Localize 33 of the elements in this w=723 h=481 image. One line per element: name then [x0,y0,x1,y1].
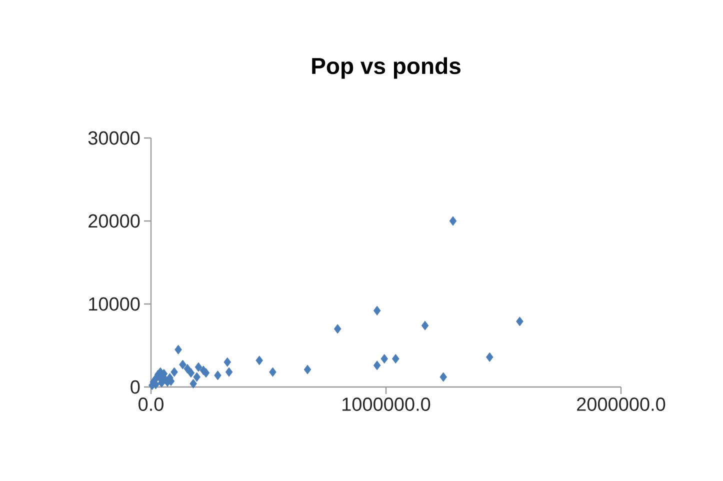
point [194,362,202,372]
point [193,372,200,382]
point [373,306,381,316]
point [392,354,400,364]
x-tick-label: 0.0 [138,398,164,411]
x-tick-label: 1000000.0 [342,398,430,411]
point [179,360,186,370]
point [190,378,197,388]
y-tick-label: 20000 [88,214,140,228]
point [269,367,276,377]
point [373,360,381,370]
point [334,324,342,334]
x-tick-label: 2000000.0 [577,398,666,411]
chart-title: Pop vs ponds [312,57,460,79]
point [187,368,195,378]
point [440,372,447,382]
point [516,316,524,326]
point [380,354,388,364]
point [256,356,263,366]
point [214,370,222,380]
point [486,352,494,362]
point [224,357,232,367]
y-tick-label: 10000 [89,297,140,311]
point [225,367,233,377]
point [304,364,312,374]
point [174,344,182,354]
y-tick-label: 30000 [88,131,140,145]
point [421,320,429,330]
point [449,216,457,226]
y-tick-label: 0 [130,380,140,394]
point [170,367,178,377]
point [202,368,210,378]
point [158,378,166,388]
